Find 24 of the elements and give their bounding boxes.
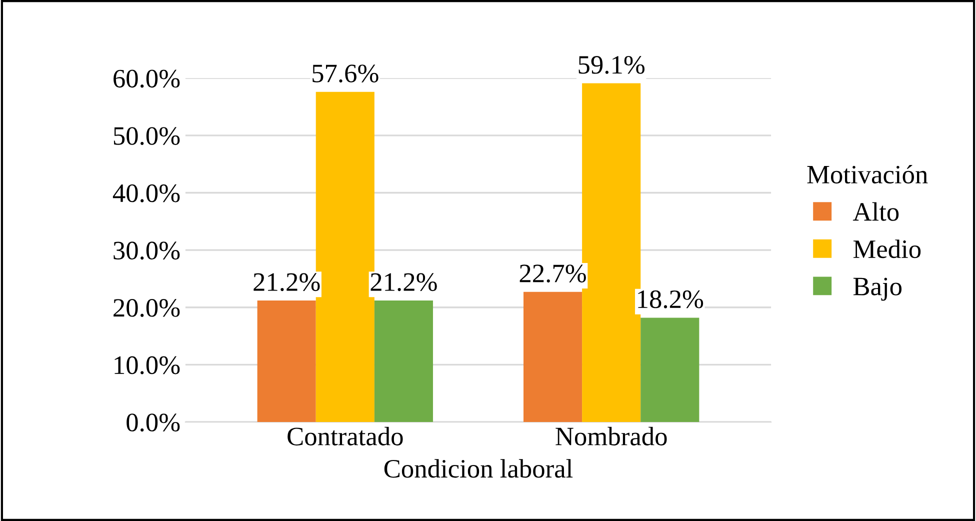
legend-label: Medio bbox=[853, 240, 921, 258]
data-label: 57.6% bbox=[312, 64, 378, 82]
bar bbox=[523, 292, 582, 422]
legend-title: Motivación bbox=[807, 164, 928, 184]
bar bbox=[640, 318, 700, 422]
y-tick-label: 10.0% bbox=[114, 356, 180, 374]
data-label: 59.1% bbox=[578, 56, 645, 74]
data-label: 21.2% bbox=[254, 273, 320, 292]
bar bbox=[257, 300, 316, 422]
y-tick-label: 40.0% bbox=[112, 184, 180, 202]
y-tick-label: 20.0% bbox=[114, 298, 180, 317]
y-tick-label: 50.0% bbox=[114, 127, 180, 145]
data-label: 18.2% bbox=[638, 290, 704, 308]
x-tick-label: Contratado bbox=[288, 426, 403, 446]
data-label: 22.7% bbox=[520, 264, 586, 283]
x-axis-title: Condicion laboral bbox=[384, 459, 573, 478]
bar bbox=[374, 300, 433, 422]
legend-label: Alto bbox=[852, 202, 899, 221]
y-tick-label: 0.0% bbox=[126, 414, 180, 432]
y-tick-label: 30.0% bbox=[114, 242, 180, 260]
legend-label: Bajo bbox=[853, 278, 902, 301]
data-label: 21.2% bbox=[370, 273, 437, 292]
x-tick-label: Nombrado bbox=[556, 426, 667, 446]
y-tick-label: 60.0% bbox=[114, 70, 180, 88]
